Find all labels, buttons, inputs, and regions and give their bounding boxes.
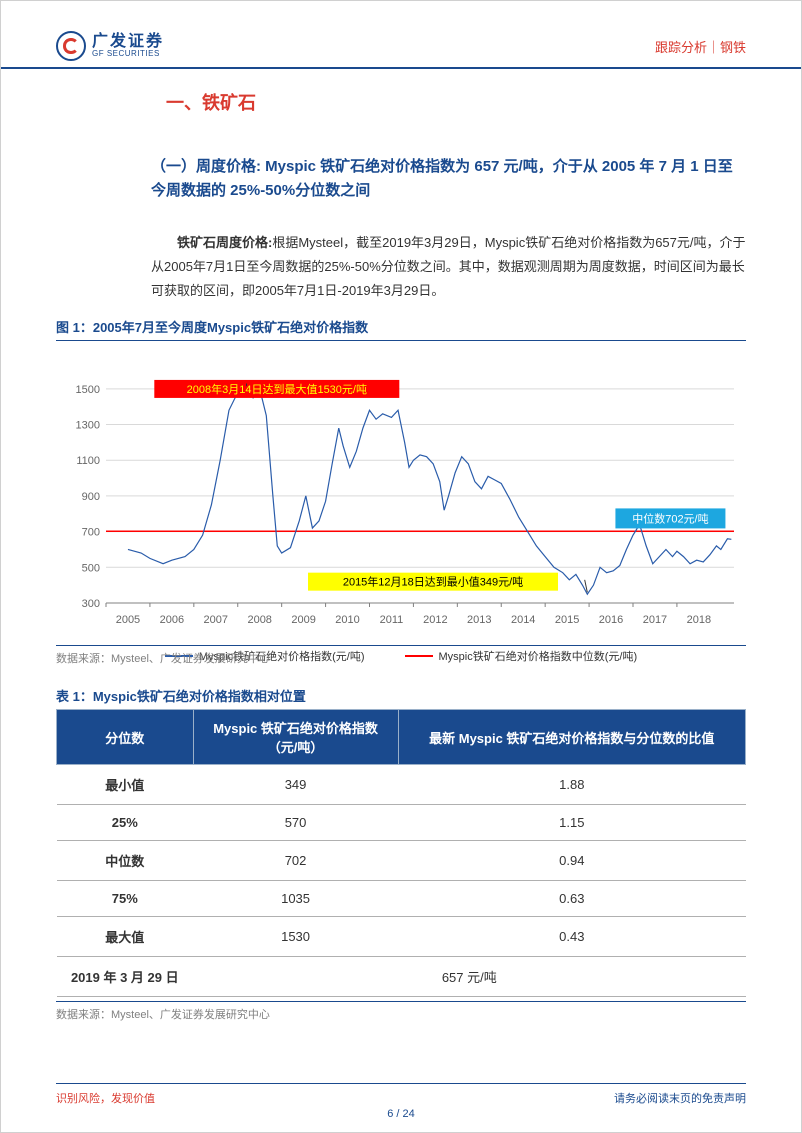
table-cell: 1.88 <box>398 765 745 805</box>
figure-title: 图 1：2005年7月至今周度Myspic铁矿石绝对价格指数 <box>56 317 746 341</box>
legend-swatch-median <box>405 655 433 657</box>
table-title: 表 1：Myspic铁矿石绝对价格指数相对位置 <box>56 686 746 709</box>
footer-right-text: 请务必阅读末页的免责声明 <box>614 1090 746 1106</box>
table-cell: 1530 <box>193 917 398 957</box>
svg-text:2017: 2017 <box>643 614 667 626</box>
svg-text:2015: 2015 <box>555 614 579 626</box>
table-cell: 最大值 <box>57 917 194 957</box>
svg-text:2015年12月18日达到最小值349元/吨: 2015年12月18日达到最小值349元/吨 <box>343 575 523 589</box>
legend-median: Myspic铁矿石绝对价格指数中位数(元/吨) <box>405 648 638 664</box>
table-cell: 0.63 <box>398 881 745 917</box>
table-row: 25%5701.15 <box>57 805 746 841</box>
svg-text:300: 300 <box>82 598 100 610</box>
logo-text-cn: 广发证券 <box>92 33 164 51</box>
table-header-cell: 分位数 <box>57 710 194 765</box>
body-paragraph: 铁矿石周度价格:根据Mysteel，截至2019年3月29日，Myspic铁矿石… <box>151 231 746 303</box>
svg-text:1300: 1300 <box>76 420 100 432</box>
percentile-table: 分位数Myspic 铁矿石绝对价格指数（元/吨）最新 Myspic 铁矿石绝对价… <box>56 709 746 997</box>
logo-text-en: GF SECURITIES <box>92 50 164 59</box>
logo-mark-icon <box>56 31 86 61</box>
svg-text:1500: 1500 <box>76 384 100 396</box>
table-header-cell: 最新 Myspic 铁矿石绝对价格指数与分位数的比值 <box>398 710 745 765</box>
table-cell: 1035 <box>193 881 398 917</box>
para-label: 铁矿石周度价格: <box>177 235 272 250</box>
price-index-chart: 300 500 700 900 1100 1300 1500 2005 2006 2007 2008… <box>56 341 746 641</box>
table-cell: 349 <box>193 765 398 805</box>
page-content: 一、铁矿石 （一）周度价格: Myspic 铁矿石绝对价格指数为 657 元/吨… <box>1 69 801 1022</box>
table-cell: 1.15 <box>398 805 745 841</box>
figure-source: 数据来源：Mysteel、广发证券发展研究中心 <box>56 645 746 666</box>
page-footer: 识别风险，发现价值 请务必阅读末页的免责声明 <box>56 1083 746 1106</box>
page-number: 6 / 24 <box>1 1108 801 1120</box>
svg-text:2016: 2016 <box>599 614 623 626</box>
svg-text:2014: 2014 <box>511 614 535 626</box>
table-cell: 570 <box>193 805 398 841</box>
table-header-cell: Myspic 铁矿石绝对价格指数（元/吨） <box>193 710 398 765</box>
svg-text:900: 900 <box>82 491 100 503</box>
table-row: 中位数7020.94 <box>57 841 746 881</box>
page-header: 广发证券 GF SECURITIES 跟踪分析｜钢铁 <box>1 1 801 69</box>
table-cell: 中位数 <box>57 841 194 881</box>
company-logo: 广发证券 GF SECURITIES <box>56 31 164 61</box>
svg-text:700: 700 <box>82 527 100 539</box>
svg-text:2008年3月14日达到最大值1530元/吨: 2008年3月14日达到最大值1530元/吨 <box>187 382 367 396</box>
table-footer-label: 2019 年 3 月 29 日 <box>57 957 194 997</box>
legend-median-label: Myspic铁矿石绝对价格指数中位数(元/吨) <box>439 648 638 664</box>
footer-left-text: 识别风险，发现价值 <box>56 1090 155 1106</box>
svg-text:2011: 2011 <box>380 614 404 626</box>
subsection-heading: （一）周度价格: Myspic 铁矿石绝对价格指数为 657 元/吨，介于从 2… <box>151 155 746 203</box>
table-row: 75%10350.63 <box>57 881 746 917</box>
table-cell: 75% <box>57 881 194 917</box>
table-cell: 最小值 <box>57 765 194 805</box>
svg-text:2009: 2009 <box>291 614 315 626</box>
svg-text:1100: 1100 <box>76 455 100 467</box>
svg-text:2012: 2012 <box>423 614 447 626</box>
table-cell: 0.43 <box>398 917 745 957</box>
table-header-row: 分位数Myspic 铁矿石绝对价格指数（元/吨）最新 Myspic 铁矿石绝对价… <box>57 710 746 765</box>
table-cell: 702 <box>193 841 398 881</box>
section-title: 一、铁矿石 <box>166 89 746 115</box>
svg-text:2018: 2018 <box>687 614 711 626</box>
svg-text:500: 500 <box>82 562 100 574</box>
table-cell: 0.94 <box>398 841 745 881</box>
table-footer-value: 657 元/吨 <box>193 957 745 997</box>
table-footer-row: 2019 年 3 月 29 日657 元/吨 <box>57 957 746 997</box>
table-row: 最小值3491.88 <box>57 765 746 805</box>
header-category: 跟踪分析｜钢铁 <box>655 37 746 56</box>
chart-svg: 300 500 700 900 1100 1300 1500 2005 2006 2007 2008… <box>56 351 746 641</box>
svg-text:2007: 2007 <box>204 614 228 626</box>
svg-text:2008: 2008 <box>247 614 271 626</box>
table-cell: 25% <box>57 805 194 841</box>
table-source: 数据来源：Mysteel、广发证券发展研究中心 <box>56 1001 746 1022</box>
svg-text:2010: 2010 <box>335 614 359 626</box>
svg-text:中位数702元/吨: 中位数702元/吨 <box>632 512 708 526</box>
svg-text:2013: 2013 <box>467 614 491 626</box>
svg-text:2006: 2006 <box>160 614 184 626</box>
table-row: 最大值15300.43 <box>57 917 746 957</box>
svg-text:2005: 2005 <box>116 614 140 626</box>
